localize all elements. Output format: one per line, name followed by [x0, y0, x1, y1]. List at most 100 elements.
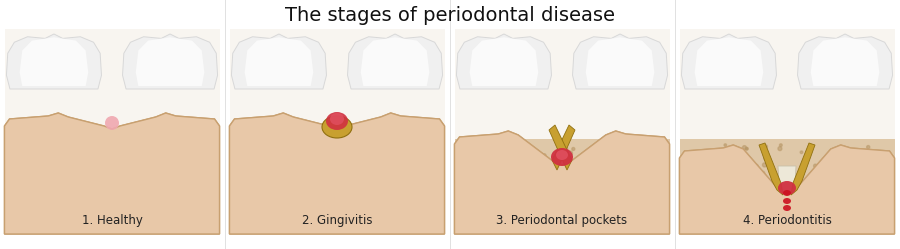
Polygon shape	[386, 124, 409, 209]
Circle shape	[709, 174, 711, 177]
Circle shape	[719, 223, 722, 226]
Circle shape	[113, 163, 116, 166]
Circle shape	[644, 208, 646, 211]
Circle shape	[605, 172, 608, 175]
Circle shape	[292, 199, 296, 202]
Circle shape	[302, 209, 305, 213]
Circle shape	[702, 186, 705, 188]
Circle shape	[539, 173, 542, 175]
Circle shape	[384, 152, 387, 155]
Circle shape	[424, 216, 428, 220]
Circle shape	[22, 199, 23, 201]
Circle shape	[27, 202, 30, 204]
Circle shape	[420, 214, 424, 218]
Circle shape	[571, 180, 574, 185]
Circle shape	[507, 193, 510, 196]
Circle shape	[411, 212, 414, 215]
Circle shape	[598, 223, 602, 227]
Circle shape	[616, 195, 618, 198]
Circle shape	[573, 210, 576, 213]
Circle shape	[624, 173, 625, 176]
Polygon shape	[552, 125, 575, 170]
Polygon shape	[553, 152, 571, 219]
Circle shape	[428, 169, 432, 173]
Circle shape	[832, 186, 835, 189]
Circle shape	[366, 168, 368, 170]
Circle shape	[495, 152, 498, 154]
Circle shape	[778, 224, 779, 227]
Circle shape	[850, 166, 853, 169]
Circle shape	[347, 193, 351, 197]
Circle shape	[342, 156, 344, 158]
Circle shape	[833, 194, 838, 199]
Circle shape	[587, 175, 591, 179]
Circle shape	[190, 148, 193, 150]
Circle shape	[828, 215, 832, 219]
Circle shape	[801, 200, 806, 205]
Circle shape	[57, 175, 59, 178]
Circle shape	[198, 168, 201, 170]
Polygon shape	[680, 145, 895, 234]
Circle shape	[766, 157, 770, 160]
Circle shape	[601, 219, 603, 221]
Circle shape	[74, 174, 76, 176]
Circle shape	[850, 221, 853, 224]
Circle shape	[544, 160, 548, 164]
Circle shape	[770, 171, 773, 175]
Circle shape	[90, 152, 93, 154]
Circle shape	[248, 167, 250, 169]
Circle shape	[812, 197, 815, 200]
Text: 4. Periodontitis: 4. Periodontitis	[742, 214, 832, 227]
Circle shape	[247, 207, 250, 211]
Circle shape	[170, 174, 175, 178]
Circle shape	[837, 158, 840, 160]
Circle shape	[427, 171, 430, 175]
Circle shape	[868, 208, 872, 211]
Circle shape	[257, 210, 260, 213]
Circle shape	[483, 189, 486, 192]
Circle shape	[556, 159, 560, 163]
Circle shape	[413, 160, 415, 162]
Circle shape	[98, 213, 102, 216]
Circle shape	[26, 210, 30, 213]
Circle shape	[463, 214, 467, 218]
Polygon shape	[454, 131, 670, 234]
Circle shape	[874, 171, 878, 175]
Circle shape	[482, 152, 485, 156]
Circle shape	[174, 219, 177, 223]
Circle shape	[280, 172, 284, 176]
Circle shape	[409, 167, 413, 170]
Circle shape	[514, 194, 518, 199]
Circle shape	[298, 217, 301, 220]
Circle shape	[867, 145, 869, 149]
Circle shape	[50, 155, 53, 158]
Circle shape	[569, 151, 572, 155]
Circle shape	[256, 161, 259, 164]
Circle shape	[789, 198, 791, 200]
Text: 3. Periodontal pockets: 3. Periodontal pockets	[497, 214, 627, 227]
Circle shape	[335, 177, 337, 179]
Circle shape	[168, 223, 173, 228]
Circle shape	[374, 222, 377, 225]
Circle shape	[12, 184, 15, 187]
Circle shape	[742, 200, 745, 203]
Circle shape	[478, 198, 482, 201]
Circle shape	[46, 188, 50, 192]
Polygon shape	[680, 145, 895, 234]
Circle shape	[775, 217, 779, 221]
Circle shape	[606, 196, 608, 199]
Circle shape	[179, 176, 184, 180]
Circle shape	[35, 188, 39, 192]
Circle shape	[325, 170, 328, 172]
Circle shape	[274, 150, 277, 153]
Circle shape	[607, 142, 611, 146]
Circle shape	[731, 206, 733, 208]
Circle shape	[140, 223, 142, 226]
Polygon shape	[836, 156, 859, 209]
Circle shape	[764, 145, 768, 148]
Circle shape	[154, 180, 157, 184]
Circle shape	[292, 174, 297, 178]
Circle shape	[531, 217, 535, 220]
Circle shape	[253, 153, 255, 155]
Circle shape	[790, 191, 795, 195]
